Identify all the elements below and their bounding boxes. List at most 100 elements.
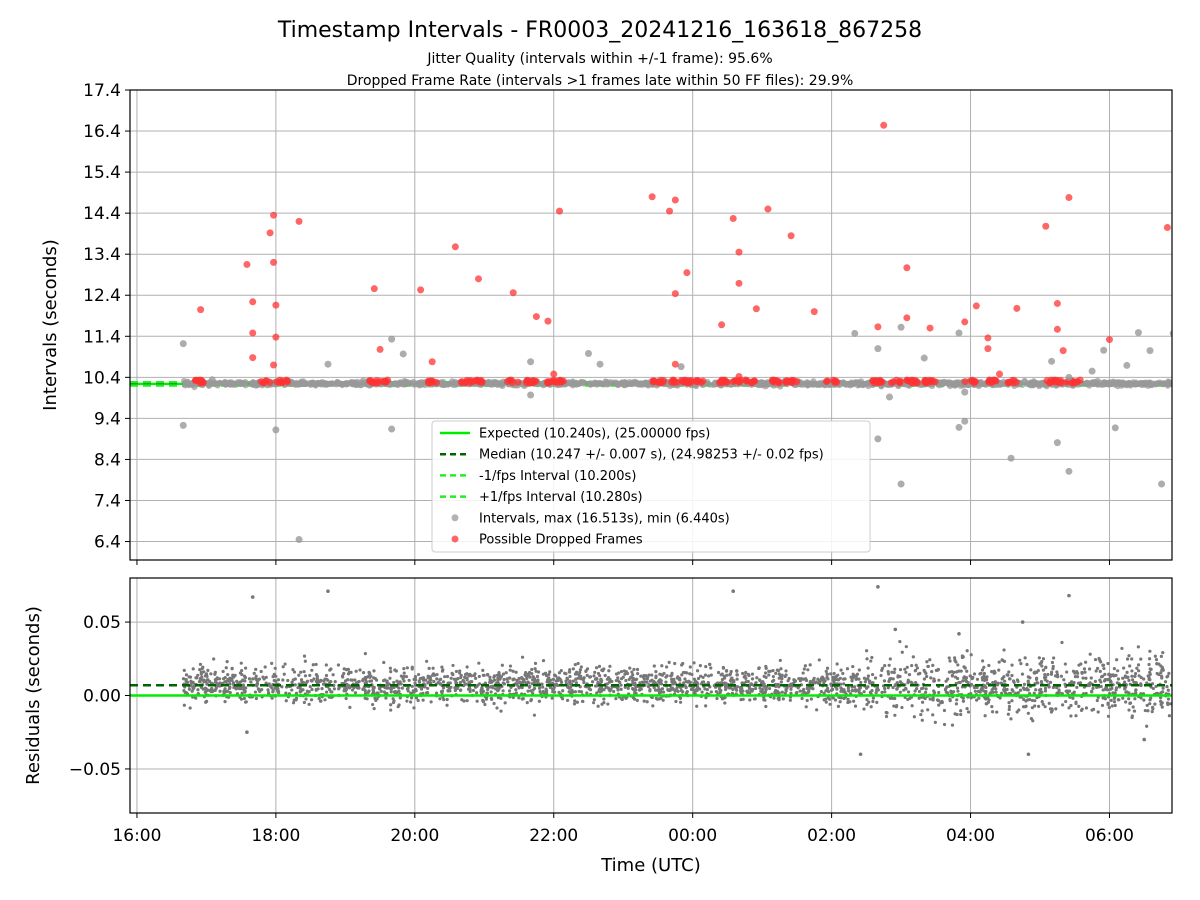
residual-point bbox=[670, 673, 674, 677]
residual-point bbox=[1107, 705, 1111, 710]
residual-point bbox=[862, 690, 866, 694]
dropped-point bbox=[550, 376, 558, 384]
interval-point bbox=[886, 393, 894, 401]
residual-point bbox=[944, 687, 948, 691]
residual-point bbox=[758, 686, 762, 690]
residual-point bbox=[254, 667, 258, 671]
residual-point bbox=[1047, 685, 1051, 689]
residual-point bbox=[716, 681, 720, 685]
residual-point bbox=[597, 664, 602, 668]
residual-point bbox=[1121, 676, 1125, 680]
dropped-point bbox=[887, 379, 895, 387]
residual-point bbox=[865, 697, 869, 702]
residual-outlier bbox=[876, 585, 880, 589]
residual-point bbox=[915, 687, 919, 691]
top-ytick-label: 17.4 bbox=[83, 81, 121, 101]
residual-point bbox=[448, 689, 452, 693]
residual-point bbox=[783, 674, 787, 679]
residual-point bbox=[648, 679, 653, 683]
residual-point bbox=[836, 704, 841, 708]
residual-point bbox=[181, 677, 186, 681]
residual-point bbox=[1137, 669, 1141, 673]
residual-point bbox=[561, 689, 565, 693]
residual-point bbox=[427, 680, 431, 684]
dropped-point bbox=[972, 302, 980, 310]
residual-point bbox=[441, 680, 446, 684]
residual-point bbox=[417, 680, 422, 684]
residual-point bbox=[1145, 724, 1149, 728]
residual-point bbox=[440, 669, 445, 673]
residual-point bbox=[517, 686, 521, 690]
residual-point bbox=[463, 675, 467, 679]
residual-point bbox=[624, 670, 628, 674]
residual-point bbox=[1131, 705, 1135, 709]
residual-point bbox=[950, 723, 955, 727]
residual-point bbox=[489, 680, 493, 684]
residual-point bbox=[1033, 699, 1037, 703]
interval-point bbox=[897, 323, 905, 331]
residual-point bbox=[533, 679, 538, 683]
residual-point bbox=[1142, 677, 1146, 681]
residual-point bbox=[346, 678, 350, 682]
residual-point bbox=[480, 686, 484, 690]
residual-point bbox=[602, 697, 606, 701]
residual-point bbox=[517, 696, 521, 700]
residual-point bbox=[304, 697, 308, 701]
residual-point bbox=[681, 670, 685, 675]
residual-outlier bbox=[957, 632, 961, 636]
residual-point bbox=[913, 689, 917, 693]
residual-point bbox=[588, 675, 592, 679]
residual-point bbox=[1125, 670, 1129, 674]
residual-point bbox=[1007, 704, 1012, 709]
residual-point bbox=[473, 672, 477, 676]
residual-point bbox=[1088, 652, 1092, 656]
residual-point bbox=[950, 670, 954, 674]
residual-point bbox=[1049, 710, 1054, 714]
residual-point bbox=[322, 679, 326, 683]
dropped-point bbox=[659, 378, 667, 386]
residual-point bbox=[1130, 715, 1134, 720]
residual-point bbox=[1077, 704, 1081, 708]
residual-point bbox=[203, 674, 207, 678]
residual-point bbox=[511, 669, 515, 673]
residual-point bbox=[688, 672, 692, 676]
residual-point bbox=[831, 696, 835, 700]
residual-point bbox=[309, 678, 313, 683]
dropped-point bbox=[677, 376, 685, 384]
residual-point bbox=[235, 679, 239, 684]
interval-point bbox=[1088, 367, 1096, 375]
residual-point bbox=[833, 698, 838, 702]
residual-point bbox=[574, 681, 578, 685]
residual-point bbox=[732, 679, 736, 683]
residual-point bbox=[251, 677, 255, 681]
residual-point bbox=[709, 666, 713, 670]
residual-point bbox=[489, 690, 493, 694]
residual-point bbox=[528, 684, 532, 688]
dropped-point bbox=[984, 345, 992, 353]
dropped-point bbox=[773, 377, 781, 385]
residual-point bbox=[804, 678, 809, 683]
residual-point bbox=[608, 664, 612, 668]
residual-outlier bbox=[893, 627, 898, 632]
residual-point bbox=[541, 685, 545, 689]
residual-point bbox=[619, 669, 624, 674]
residual-point bbox=[1151, 707, 1155, 711]
residual-point bbox=[839, 686, 843, 690]
residual-point bbox=[1153, 702, 1157, 706]
residual-point bbox=[412, 706, 416, 710]
residual-point bbox=[962, 676, 966, 680]
residual-point bbox=[240, 691, 244, 695]
residual-point bbox=[281, 678, 285, 682]
residual-point bbox=[1051, 667, 1055, 671]
residual-point bbox=[701, 675, 705, 679]
residual-point bbox=[935, 698, 940, 702]
residual-point bbox=[1104, 685, 1109, 690]
residual-point bbox=[959, 712, 963, 717]
residual-point bbox=[894, 705, 898, 709]
residual-point bbox=[1036, 681, 1040, 685]
residual-point bbox=[244, 666, 248, 670]
interval-point bbox=[946, 383, 953, 390]
residual-point bbox=[999, 681, 1003, 685]
dropped-point bbox=[810, 308, 818, 316]
